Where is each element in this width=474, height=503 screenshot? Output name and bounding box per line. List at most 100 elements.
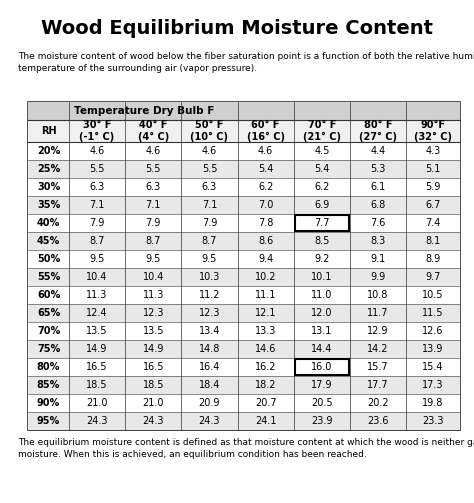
Text: 23.9: 23.9 — [311, 416, 332, 426]
Text: 11.1: 11.1 — [255, 290, 276, 300]
Text: 9.1: 9.1 — [370, 254, 385, 264]
Text: 17.9: 17.9 — [311, 380, 332, 390]
Bar — [28, 322, 460, 340]
Text: 6.3: 6.3 — [202, 182, 217, 192]
Text: 20%: 20% — [37, 146, 60, 156]
Text: 12.9: 12.9 — [367, 326, 389, 336]
Bar — [28, 214, 460, 232]
Text: 16.0: 16.0 — [311, 362, 332, 372]
Text: 13.9: 13.9 — [422, 344, 444, 354]
Text: 80%: 80% — [37, 362, 60, 372]
Text: 5.5: 5.5 — [146, 164, 161, 174]
Text: 17.3: 17.3 — [422, 380, 444, 390]
Text: 6.2: 6.2 — [258, 182, 273, 192]
Text: 18.5: 18.5 — [143, 380, 164, 390]
Text: 17.7: 17.7 — [367, 380, 389, 390]
Text: 11.0: 11.0 — [311, 290, 332, 300]
Bar — [28, 232, 460, 250]
Text: 20.9: 20.9 — [199, 398, 220, 408]
Text: 13.5: 13.5 — [143, 326, 164, 336]
Text: 80° F
(27° C): 80° F (27° C) — [359, 120, 397, 142]
Text: 24.3: 24.3 — [86, 416, 108, 426]
Bar — [28, 250, 460, 268]
Text: 5.4: 5.4 — [314, 164, 329, 174]
Text: 7.8: 7.8 — [258, 218, 273, 228]
Text: 14.2: 14.2 — [367, 344, 389, 354]
Text: 15.4: 15.4 — [422, 362, 444, 372]
Text: 24.1: 24.1 — [255, 416, 276, 426]
Text: 30%: 30% — [37, 182, 60, 192]
Text: 6.2: 6.2 — [314, 182, 329, 192]
Text: 11.5: 11.5 — [422, 308, 444, 318]
Text: 7.9: 7.9 — [90, 218, 105, 228]
Text: 70%: 70% — [37, 326, 60, 336]
Text: 14.4: 14.4 — [311, 344, 332, 354]
Text: 10.2: 10.2 — [255, 272, 276, 282]
Text: 23.6: 23.6 — [367, 416, 389, 426]
Text: 12.0: 12.0 — [311, 308, 332, 318]
Text: 40° F
(4° C): 40° F (4° C) — [137, 120, 169, 142]
Text: 23.3: 23.3 — [422, 416, 444, 426]
Text: 50%: 50% — [37, 254, 60, 264]
Text: 18.2: 18.2 — [255, 380, 276, 390]
Text: 4.6: 4.6 — [90, 146, 105, 156]
Text: 10.8: 10.8 — [367, 290, 389, 300]
Text: 9.5: 9.5 — [146, 254, 161, 264]
Text: 6.1: 6.1 — [370, 182, 385, 192]
Bar — [28, 286, 460, 304]
Text: 18.5: 18.5 — [86, 380, 108, 390]
Text: 8.3: 8.3 — [370, 236, 385, 246]
Text: 13.3: 13.3 — [255, 326, 276, 336]
Bar — [28, 160, 460, 178]
Text: 35%: 35% — [37, 200, 60, 210]
Text: 70° F
(21° C): 70° F (21° C) — [303, 120, 341, 142]
Text: 14.6: 14.6 — [255, 344, 276, 354]
Bar — [28, 304, 460, 322]
Text: 12.3: 12.3 — [143, 308, 164, 318]
Bar — [28, 412, 460, 430]
Bar — [28, 358, 460, 376]
Text: 12.6: 12.6 — [422, 326, 444, 336]
Text: 7.1: 7.1 — [146, 200, 161, 210]
Text: 45%: 45% — [37, 236, 60, 246]
Text: 8.1: 8.1 — [425, 236, 441, 246]
Bar — [28, 394, 460, 412]
Text: Wood Equilibrium Moisture Content: Wood Equilibrium Moisture Content — [41, 19, 433, 38]
Text: 4.3: 4.3 — [425, 146, 441, 156]
Text: 5.9: 5.9 — [425, 182, 441, 192]
Text: The moisture content of wood below the fiber saturation point is a function of b: The moisture content of wood below the f… — [18, 52, 474, 73]
Text: 7.1: 7.1 — [202, 200, 217, 210]
Bar — [28, 178, 460, 196]
Bar — [28, 142, 460, 160]
Text: 4.4: 4.4 — [370, 146, 385, 156]
Text: 10.4: 10.4 — [143, 272, 164, 282]
Text: 13.4: 13.4 — [199, 326, 220, 336]
Text: 8.7: 8.7 — [90, 236, 105, 246]
Text: 20.7: 20.7 — [255, 398, 276, 408]
Bar — [295, 359, 349, 375]
Text: 7.7: 7.7 — [314, 218, 329, 228]
Bar — [28, 340, 460, 358]
Text: 11.3: 11.3 — [86, 290, 108, 300]
Text: 16.5: 16.5 — [143, 362, 164, 372]
Text: 9.7: 9.7 — [425, 272, 441, 282]
Text: 5.5: 5.5 — [202, 164, 217, 174]
Text: 8.7: 8.7 — [202, 236, 217, 246]
Text: 60° F
(16° C): 60° F (16° C) — [246, 120, 284, 142]
Text: 15.7: 15.7 — [367, 362, 389, 372]
Text: 5.1: 5.1 — [425, 164, 441, 174]
Text: 8.5: 8.5 — [314, 236, 329, 246]
Text: Temperature Dry Bulb F: Temperature Dry Bulb F — [74, 106, 214, 116]
Text: 21.0: 21.0 — [143, 398, 164, 408]
Text: 16.2: 16.2 — [255, 362, 276, 372]
Text: 10.3: 10.3 — [199, 272, 220, 282]
Text: 11.3: 11.3 — [143, 290, 164, 300]
Text: 9.5: 9.5 — [90, 254, 105, 264]
Text: 4.6: 4.6 — [202, 146, 217, 156]
Text: 95%: 95% — [37, 416, 60, 426]
Text: 14.9: 14.9 — [86, 344, 108, 354]
Text: 11.7: 11.7 — [367, 308, 389, 318]
Text: 9.5: 9.5 — [202, 254, 217, 264]
Bar — [295, 215, 349, 231]
Text: 24.3: 24.3 — [143, 416, 164, 426]
